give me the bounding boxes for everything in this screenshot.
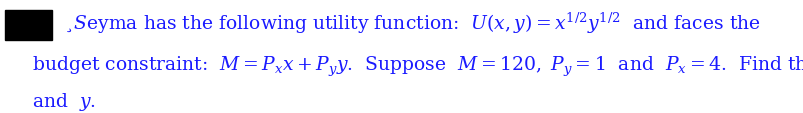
- FancyBboxPatch shape: [5, 11, 52, 40]
- Text: budget constraint:  $M = P_x x + P_y y$.  Suppose  $M = 120,\ P_y = 1$  and  $P_: budget constraint: $M = P_x x + P_y y$. …: [32, 54, 803, 78]
- Text: and  $y$.: and $y$.: [32, 90, 96, 112]
- Text: $\c{S}$eyma has the following utility function:  $U(x, y) = x^{1/2}y^{1/2}$  and: $\c{S}$eyma has the following utility fu…: [67, 11, 760, 36]
